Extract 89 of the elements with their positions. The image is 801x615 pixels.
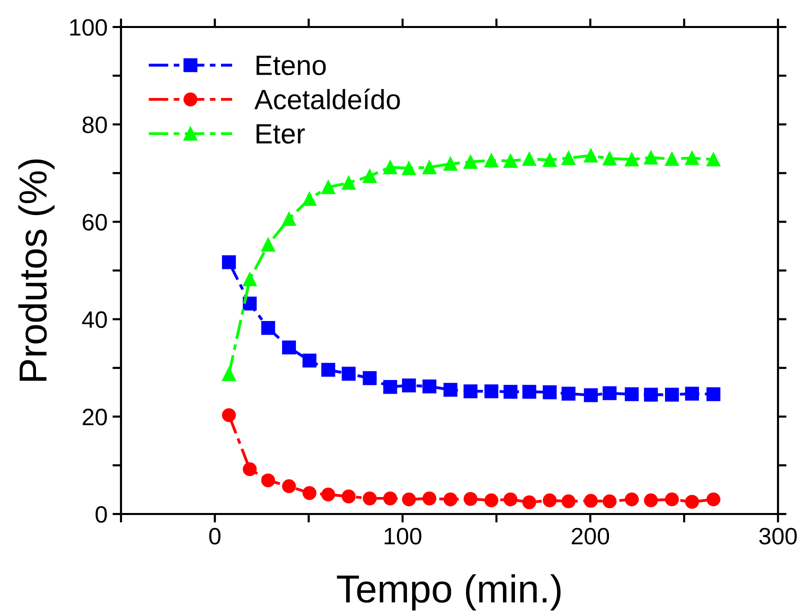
point — [644, 150, 658, 164]
point — [464, 154, 478, 169]
x-axis-title: Tempo (min.) — [336, 574, 561, 610]
point — [402, 492, 416, 506]
point — [282, 212, 296, 226]
point — [504, 492, 518, 506]
point — [484, 384, 498, 398]
legend-label: Eteno — [256, 56, 326, 76]
point — [602, 386, 617, 400]
point — [321, 488, 336, 502]
x-tick-label: 100 — [384, 528, 422, 545]
y-tick-label: 60 — [82, 214, 107, 231]
point — [443, 492, 458, 506]
point — [562, 494, 576, 508]
point — [685, 494, 699, 509]
point — [342, 176, 356, 190]
point — [624, 492, 639, 506]
point — [685, 386, 699, 401]
point — [542, 385, 557, 400]
y-tick-label: 100 — [70, 19, 107, 36]
y-tick-label: 20 — [82, 408, 107, 426]
point — [584, 494, 598, 508]
point — [504, 384, 518, 399]
point — [222, 367, 236, 382]
point — [644, 493, 658, 508]
point — [706, 152, 720, 166]
point — [362, 169, 377, 183]
x-tick-label: 300 — [759, 528, 797, 545]
point — [644, 388, 658, 402]
point — [706, 492, 720, 506]
point — [383, 160, 398, 174]
point — [402, 378, 416, 392]
point — [422, 491, 436, 506]
point — [261, 321, 276, 335]
point — [504, 154, 518, 168]
point — [282, 340, 296, 354]
x-tick-label: 0 — [209, 528, 220, 545]
point — [484, 493, 498, 508]
point — [342, 490, 356, 504]
point — [602, 152, 617, 166]
point — [261, 473, 276, 488]
legend-label: Acetaldeído — [254, 88, 400, 110]
point — [383, 380, 398, 394]
point — [261, 238, 276, 252]
point — [522, 384, 536, 399]
point — [321, 180, 336, 194]
point — [602, 494, 617, 508]
point — [222, 255, 236, 270]
point — [664, 492, 679, 506]
point — [562, 151, 576, 165]
point — [624, 152, 639, 166]
point — [302, 486, 316, 500]
point — [443, 156, 458, 171]
y-tick-label: 0 — [96, 506, 107, 523]
point — [302, 354, 316, 368]
point — [542, 153, 557, 167]
point — [522, 495, 536, 510]
point — [321, 362, 336, 377]
point — [562, 386, 576, 401]
point — [664, 152, 679, 166]
point — [362, 371, 377, 386]
point — [706, 387, 720, 402]
point — [484, 153, 498, 168]
point — [242, 272, 257, 286]
point — [664, 388, 679, 402]
point — [383, 491, 398, 506]
point — [422, 379, 436, 394]
point — [242, 462, 257, 476]
point — [624, 387, 639, 402]
point — [464, 384, 478, 398]
point — [542, 493, 557, 508]
point — [402, 161, 416, 176]
x-tick-label: 200 — [572, 528, 610, 545]
point — [685, 151, 699, 165]
y-tick-label: 80 — [82, 116, 107, 134]
point — [222, 408, 236, 422]
y-axis-title: Produtos (%) — [18, 159, 55, 381]
legend-label: Eter — [256, 124, 305, 144]
point — [584, 148, 598, 163]
y-tick-label: 40 — [82, 311, 107, 328]
point — [584, 388, 598, 402]
point — [522, 152, 536, 166]
point — [443, 382, 458, 397]
point — [342, 366, 356, 381]
point — [422, 160, 436, 174]
point — [464, 492, 478, 506]
point — [282, 479, 296, 494]
point — [362, 491, 377, 506]
point — [302, 192, 316, 206]
